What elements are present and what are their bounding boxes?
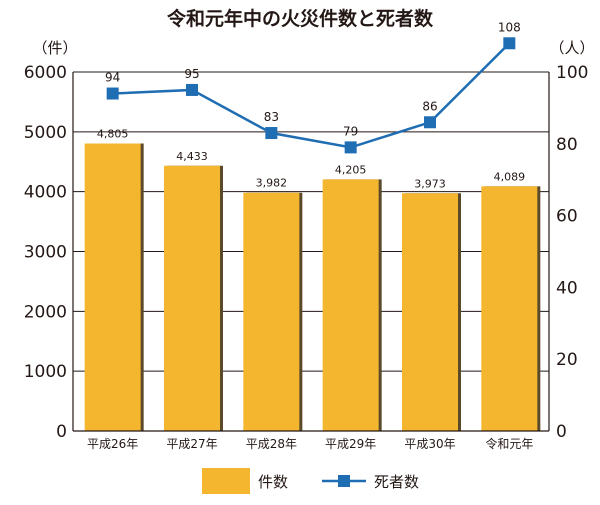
- right-tick-label-0: 0: [556, 422, 567, 442]
- left-tick-label-0: 0: [56, 422, 67, 442]
- death-marker-3: [344, 141, 357, 154]
- death-marker-2: [265, 127, 278, 140]
- legend-swatch-deaths-marker: [338, 475, 350, 487]
- death-marker-1: [186, 83, 198, 96]
- bar-1: [164, 165, 220, 431]
- bar-value-label-5: 4,089: [494, 170, 526, 183]
- death-value-label-1: 95: [184, 67, 199, 81]
- chart-title: 令和元年中の火災件数と死者数: [167, 7, 434, 30]
- x-tick-label-4: 平成30年: [404, 437, 455, 451]
- x-tick-label-5: 令和元年: [485, 436, 533, 451]
- right-axis-unit: （人）: [549, 39, 594, 57]
- bar-value-label-1: 4,433: [176, 150, 208, 163]
- left-axis-unit: （件）: [32, 39, 77, 57]
- bar-value-label-2: 3,982: [256, 177, 288, 190]
- legend-label-deaths: 死者数: [374, 473, 419, 491]
- bar-0: [84, 143, 141, 431]
- bar-4: [402, 193, 458, 431]
- right-tick-label-1: 20: [556, 350, 578, 370]
- death-series-line: [112, 42, 511, 149]
- labels: 0 1000 2000 3000 4000 5000 6000 0 20 40 60 80 100 4,8…: [24, 20, 589, 451]
- right-tick-label-3: 60: [556, 207, 578, 227]
- death-line: [106, 37, 516, 154]
- death-marker-0: [106, 87, 119, 100]
- x-tick-label-2: 平成28年: [246, 437, 297, 451]
- death-value-label-0: 94: [105, 71, 120, 85]
- legend: 件数 死者数: [202, 468, 419, 494]
- left-tick-label-4: 4000: [24, 183, 67, 203]
- death-marker-5: [503, 37, 516, 50]
- legend-swatch-fires: [202, 468, 250, 494]
- x-tick-label-0: 平成26年: [87, 437, 138, 451]
- left-tick-label-2: 2000: [24, 302, 67, 322]
- left-tick-label-6: 6000: [24, 63, 67, 83]
- bars: [84, 143, 541, 431]
- death-value-label-5: 108: [498, 20, 521, 34]
- right-tick-label-4: 80: [556, 135, 578, 155]
- death-marker-4: [424, 116, 436, 129]
- bar-5: [481, 186, 538, 431]
- left-tick-label-1: 1000: [24, 362, 67, 382]
- x-tick-label-1: 平成27年: [166, 437, 217, 451]
- x-tick-label-3: 平成29年: [325, 437, 376, 451]
- death-value-label-2: 83: [264, 110, 279, 124]
- legend-label-fires: 件数: [258, 473, 288, 491]
- bar-3: [322, 179, 379, 431]
- axes: [72, 72, 550, 432]
- right-tick-label-5: 100: [556, 63, 588, 83]
- right-tick-label-2: 40: [556, 278, 578, 298]
- bar-value-label-3: 4,205: [335, 163, 367, 176]
- bar-value-label-4: 3,973: [414, 177, 446, 190]
- left-tick-label-3: 3000: [24, 243, 67, 263]
- bar-value-label-0: 4,805: [97, 128, 129, 141]
- left-tick-label-5: 5000: [24, 123, 67, 143]
- death-value-label-3: 79: [343, 124, 358, 138]
- death-value-label-4: 86: [422, 99, 437, 113]
- gridlines: [73, 71, 549, 372]
- bar-2: [243, 192, 300, 431]
